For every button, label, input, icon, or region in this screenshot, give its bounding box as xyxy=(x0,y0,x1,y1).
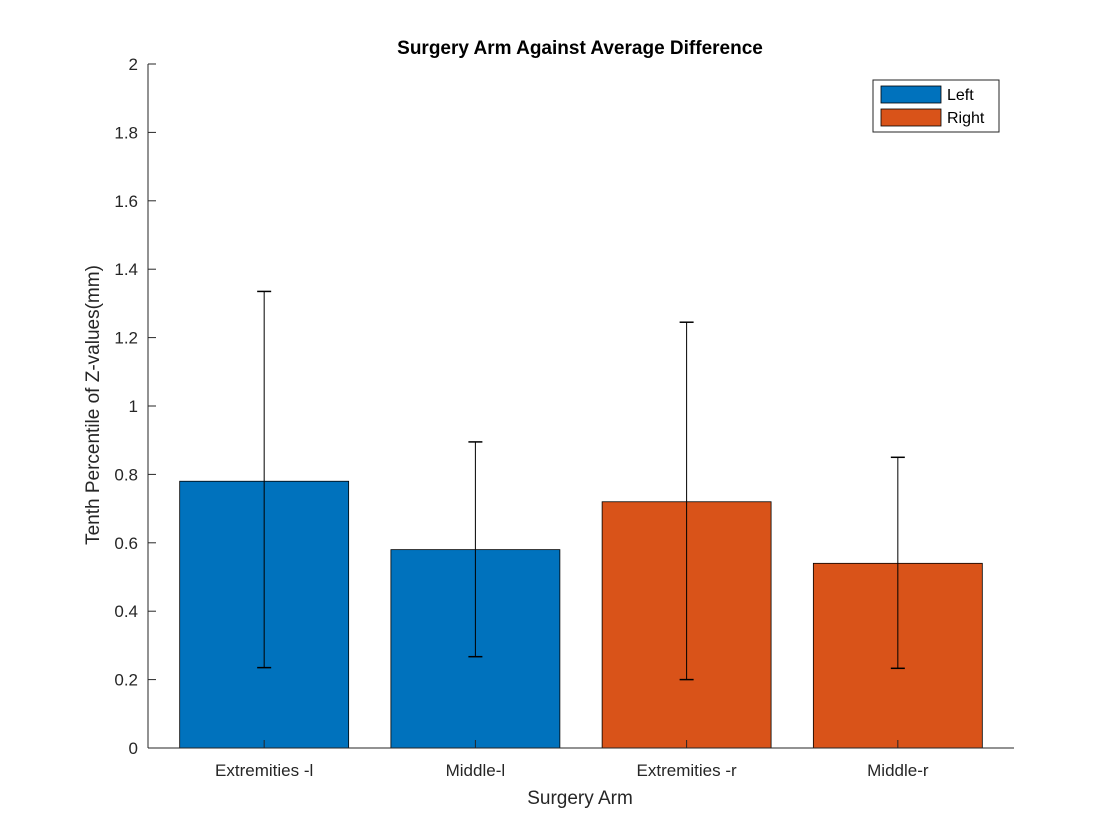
plot-area xyxy=(179,290,983,749)
y-tick-label-2: 0.4 xyxy=(114,602,138,621)
y-axis: 0 0.2 0.4 0.6 0.8 1 1.2 1.4 1.6 1.8 2 xyxy=(114,55,156,758)
y-tick-label-7: 1.4 xyxy=(114,260,138,279)
y-tick-label-0: 0 xyxy=(129,739,138,758)
legend: Left Right xyxy=(872,79,1000,133)
x-axis-label: Surgery Arm xyxy=(527,788,633,809)
y-axis-label: Tenth Percentile of Z-values(mm) xyxy=(83,265,104,545)
error-bar-0 xyxy=(257,290,272,669)
x-tick-label-0: Extremities -l xyxy=(215,761,313,780)
error-bar-3 xyxy=(890,456,905,670)
chart-title: Surgery Arm Against Average Difference xyxy=(397,38,763,59)
y-tick-label-3: 0.6 xyxy=(114,534,138,553)
x-tick-label-3: Middle-r xyxy=(867,761,929,780)
y-tick-label-8: 1.6 xyxy=(114,192,138,211)
legend-label-1: Right xyxy=(947,110,985,127)
y-tick-label-6: 1.2 xyxy=(114,329,138,348)
y-tick-label-9: 1.8 xyxy=(114,123,138,142)
error-bar-1 xyxy=(468,441,483,658)
y-tick-label-1: 0.2 xyxy=(114,671,138,690)
legend-swatch-0 xyxy=(880,85,942,104)
x-tick-label-2: Extremities -r xyxy=(637,761,737,780)
y-tick-label-4: 0.8 xyxy=(114,465,138,484)
legend-swatch-1 xyxy=(880,108,942,127)
x-tick-label-1: Middle-l xyxy=(446,761,506,780)
error-bar-2 xyxy=(679,321,694,681)
x-axis: Extremities -l Middle-l Extremities -r Midd… xyxy=(148,740,1014,780)
legend-label-0: Left xyxy=(947,87,974,104)
y-tick-label-10: 2 xyxy=(129,55,138,74)
y-tick-label-5: 1 xyxy=(129,397,138,416)
